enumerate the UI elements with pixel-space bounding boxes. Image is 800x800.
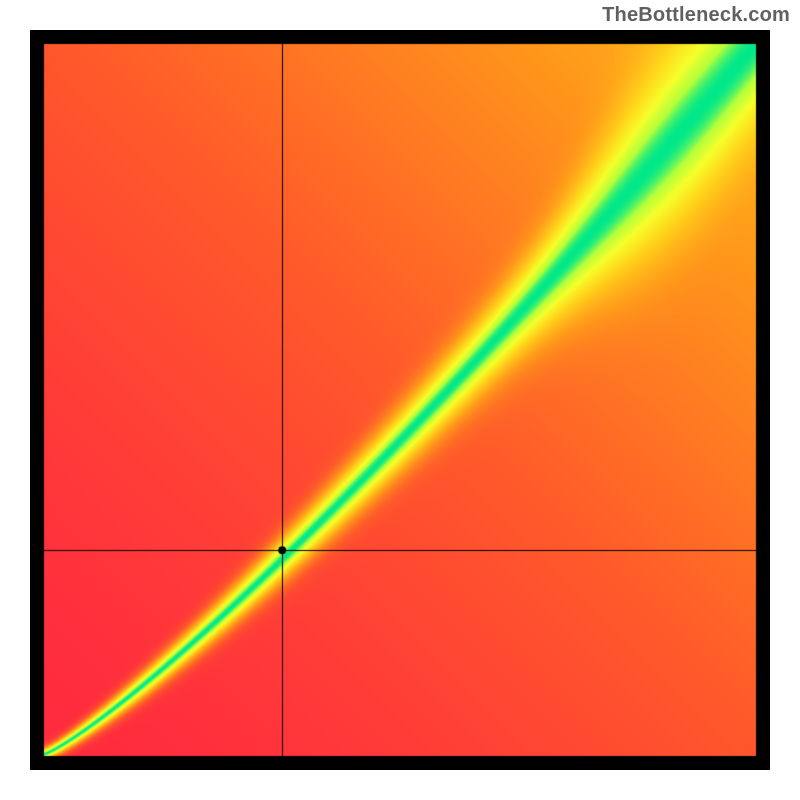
- bottleneck-heatmap: [30, 30, 770, 770]
- attribution-text: TheBottleneck.com: [602, 4, 790, 27]
- heatmap-canvas: [30, 30, 770, 770]
